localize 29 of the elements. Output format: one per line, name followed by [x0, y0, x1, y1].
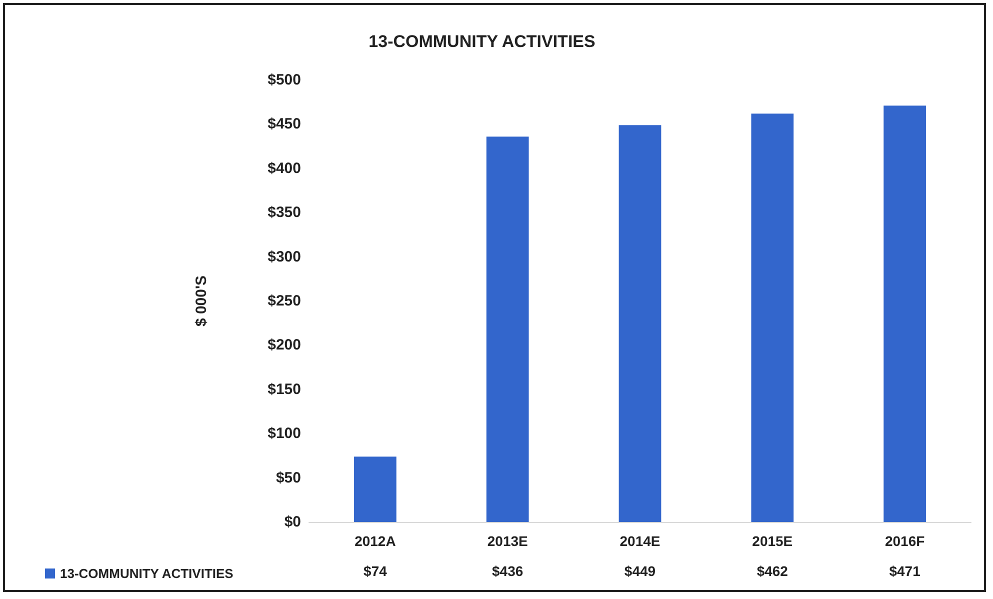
data-label: $471: [889, 563, 921, 579]
bar: [486, 136, 529, 522]
x-tick-label: 2012A: [354, 533, 396, 549]
y-tick-label: $100: [268, 425, 301, 442]
bar: [618, 125, 662, 522]
legend-label: 13-COMMUNITY ACTIVITIES: [60, 566, 234, 581]
y-tick-label: $400: [268, 160, 301, 177]
chart-title: 13-COMMUNITY ACTIVITIES: [368, 32, 596, 51]
data-label: $449: [624, 563, 656, 579]
y-tick-label: $450: [268, 116, 301, 133]
data-label: $436: [492, 563, 524, 579]
bar: [354, 456, 396, 522]
y-tick-label: $500: [268, 72, 301, 88]
x-tick-label: 2013E: [487, 533, 528, 549]
data-label: $74: [364, 563, 388, 579]
y-axis-title: $ 000'S: [193, 275, 210, 327]
x-tick-label: 2014E: [620, 533, 660, 549]
y-tick-label: $250: [268, 292, 301, 310]
x-tick-label: 2015E: [752, 533, 793, 549]
bar: [751, 114, 794, 522]
bar: [884, 106, 926, 522]
y-tick-label: $0: [284, 514, 301, 530]
y-tick-label: $350: [268, 204, 301, 222]
data-label: $462: [756, 563, 788, 579]
y-tick-label: $150: [268, 380, 301, 398]
x-tick-label: 2016F: [884, 533, 926, 549]
y-tick-label: $50: [276, 469, 301, 486]
y-tick-label: $200: [268, 336, 301, 354]
y-tick-label: $300: [268, 248, 301, 266]
